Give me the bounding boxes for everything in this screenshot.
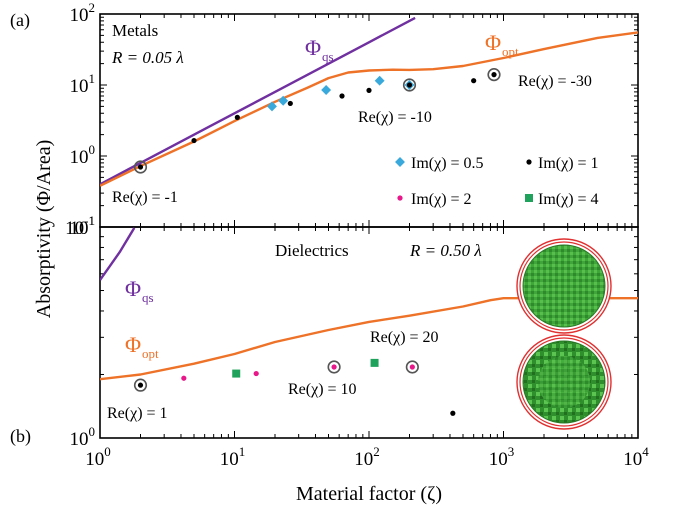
marker-dot-b	[137, 382, 144, 388]
svg-text:opt: opt	[502, 44, 519, 59]
highlight-ring-b	[133, 378, 148, 392]
marker-dot-a	[339, 93, 345, 99]
highlight-ring-a	[402, 78, 417, 92]
marker-square-b	[232, 369, 241, 378]
legend-item-im-2: Im(χ) = 2	[397, 191, 472, 208]
svg-text:Im(χ) = 2: Im(χ) = 2	[411, 191, 472, 208]
marker-dot-a	[471, 78, 477, 84]
legend-marker-im-0-5	[395, 157, 405, 167]
marker-dot-a	[137, 164, 144, 170]
x-tick-label: 104	[623, 444, 649, 470]
svg-text:Φ: Φ	[485, 30, 501, 55]
curve-qs-a	[100, 16, 416, 186]
legend: Im(χ) = 0.5 Im(χ) = 1 Im(χ) = 2 Im(χ) = …	[395, 155, 599, 208]
panel-b-radius: R = 0.50 λ	[409, 241, 482, 260]
marker-dot-b	[450, 410, 456, 416]
marker-diamond-a	[321, 85, 332, 95]
marker-diamond-a	[374, 75, 385, 86]
annotation-re-20: Re(χ) = 20	[370, 329, 439, 346]
panel-label-a: (a)	[10, 10, 30, 31]
legend-marker-im-1	[526, 159, 532, 165]
y-tick-label-a: 102	[70, 0, 96, 26]
legend-item-im-4: Im(χ) = 4	[525, 191, 599, 208]
panel-b-subtitle: Dielectrics	[275, 241, 349, 260]
panel-label-b: (b)	[10, 426, 31, 447]
phi-qs-label-b: Φ qs	[125, 276, 154, 305]
svg-text:Im(χ) = 4: Im(χ) = 4	[538, 191, 599, 208]
legend-item-im-1: Im(χ) = 1	[526, 155, 599, 172]
curve-opt-a	[100, 31, 638, 187]
highlight-ring-b	[327, 360, 341, 374]
annotation-re-minus-1: Re(χ) = -1	[112, 189, 178, 206]
annotation-re-10: Re(χ) = 10	[288, 381, 357, 398]
x-tick-label: 102	[354, 444, 380, 470]
svg-text:Φ: Φ	[305, 35, 321, 60]
svg-text:Im(χ) = 1: Im(χ) = 1	[538, 155, 599, 172]
legend-item-im-0-5: Im(χ) = 0.5	[395, 155, 484, 172]
phi-qs-label-a: Φ qs	[305, 35, 334, 64]
marker-dot-a	[491, 72, 497, 78]
marker-dot-a	[366, 87, 372, 93]
y-tick-label-b: 100	[70, 424, 96, 450]
panel-a-subtitle: Metals	[112, 21, 158, 40]
marker-dot-a	[191, 137, 197, 144]
marker-dot-a	[287, 100, 293, 107]
annotation-re-minus-10: Re(χ) = -10	[358, 109, 432, 126]
svg-text:qs: qs	[142, 290, 154, 305]
sphere-inset-top	[516, 238, 612, 334]
y-tick-label-a: 10-1	[65, 213, 95, 239]
x-tick-label: 103	[489, 444, 515, 470]
x-axis-label: Material factor (ζ)	[296, 483, 442, 505]
y-tick-label-b: 101	[70, 213, 96, 239]
annotation-re-minus-30: Re(χ) = -30	[518, 73, 592, 90]
highlight-ring-a	[487, 68, 501, 82]
marker-dot-a	[234, 114, 240, 120]
y-tick-label-a: 100	[70, 142, 96, 168]
x-tick-label: 101	[220, 444, 246, 470]
sphere-inset-bottom	[516, 334, 612, 430]
svg-text:Im(χ) = 0.5: Im(χ) = 0.5	[411, 155, 484, 172]
marker-dot-b	[331, 364, 337, 370]
phi-opt-label-a: Φ opt	[485, 30, 519, 59]
svg-text:Φ: Φ	[125, 276, 141, 301]
svg-text:qs: qs	[322, 49, 334, 64]
phi-opt-label-b: Φ opt	[125, 332, 159, 361]
marker-square-b	[370, 358, 379, 367]
highlight-ring-b	[405, 360, 419, 374]
legend-marker-im-4	[525, 194, 533, 202]
marker-dot-a	[406, 82, 413, 88]
marker-dot-b	[181, 375, 187, 381]
x-tick-label: 100	[85, 444, 111, 470]
svg-text:opt: opt	[142, 346, 159, 361]
legend-marker-im-2	[397, 195, 403, 201]
panel-a: 102 101 100 10-1	[65, 0, 639, 239]
svg-text:Φ: Φ	[125, 332, 141, 357]
highlight-ring-a	[133, 160, 148, 174]
y-axis-label: Absorptivity (Φ/Area)	[33, 140, 55, 318]
marker-dot-b	[253, 370, 259, 377]
y-tick-label-a: 101	[70, 71, 96, 97]
curve-opt-b	[100, 297, 638, 381]
annotation-re-1: Re(χ) = 1	[107, 405, 168, 422]
curve-qs-b	[100, 227, 136, 281]
panel-a-radius: R = 0.05 λ	[111, 48, 184, 67]
marker-dot-b	[409, 364, 415, 370]
